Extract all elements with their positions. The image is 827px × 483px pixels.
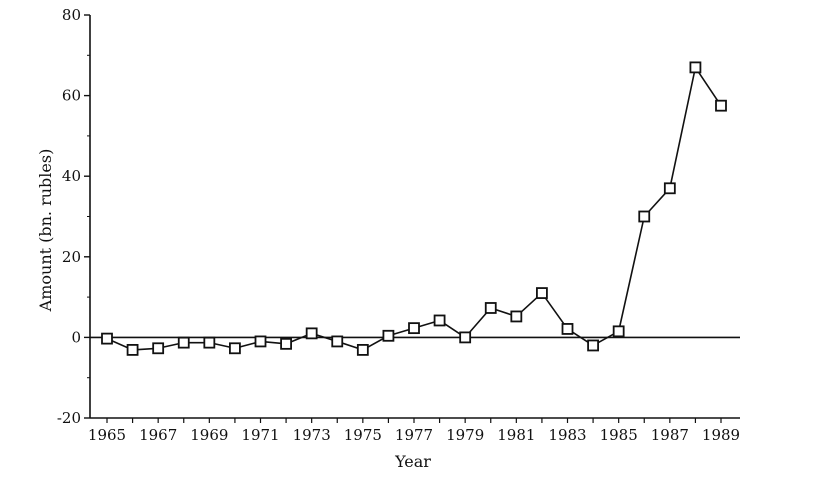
y-tick-label: 80 (62, 6, 81, 24)
data-point (305, 327, 318, 340)
data-point (433, 314, 446, 327)
y-tick-label: 20 (62, 248, 81, 266)
x-tick-label: 1981 (497, 426, 535, 444)
data-point (561, 323, 574, 335)
data-point (459, 331, 472, 344)
data-point (510, 310, 523, 323)
x-tick-label: 1965 (88, 426, 126, 444)
y-tick-label: -20 (57, 409, 81, 427)
data-point (331, 335, 344, 348)
x-tick-label: 1969 (190, 426, 228, 444)
x-tick-label: 1977 (395, 426, 433, 444)
data-point (663, 182, 676, 195)
x-tick-label: 1973 (293, 426, 331, 444)
x-tick-label: 1975 (344, 426, 382, 444)
y-axis: 80 60 40 20 0 -20 (57, 6, 91, 427)
data-point (484, 302, 497, 314)
x-tick-label: 1967 (139, 426, 177, 444)
data-point (152, 342, 165, 355)
data-point (254, 335, 267, 348)
x-tick-label: 1989 (702, 426, 740, 444)
data-point (177, 336, 190, 349)
data-point (689, 61, 702, 74)
x-tick-label: 1985 (600, 426, 638, 444)
data-point (203, 336, 216, 349)
x-axis: 1965 1967 1969 1971 1973 1975 1977 1979 1981 1983… (88, 417, 740, 444)
data-point (536, 287, 548, 299)
y-tick-label: 0 (71, 328, 81, 346)
x-axis-title: Year (394, 452, 431, 471)
data-point (356, 343, 369, 356)
x-tick-label: 1979 (446, 426, 484, 444)
data-point (408, 322, 420, 335)
data-point (587, 339, 599, 352)
data-point (280, 337, 292, 350)
data-point (612, 325, 625, 338)
data-point (715, 99, 727, 112)
y-tick-label: 60 (62, 87, 81, 105)
data-point (101, 332, 113, 345)
y-axis-title: Amount (bn. rubles) (36, 149, 55, 313)
x-tick-label: 1987 (651, 426, 689, 444)
series-line (106, 66, 722, 351)
data-point (382, 329, 395, 342)
data-point (638, 210, 651, 223)
x-tick-label: 1971 (241, 426, 279, 444)
x-tick-label: 1983 (548, 426, 586, 444)
y-tick-label: 40 (62, 167, 81, 185)
plot-area (90, 61, 740, 356)
data-point (126, 343, 139, 356)
data-point (229, 342, 241, 355)
